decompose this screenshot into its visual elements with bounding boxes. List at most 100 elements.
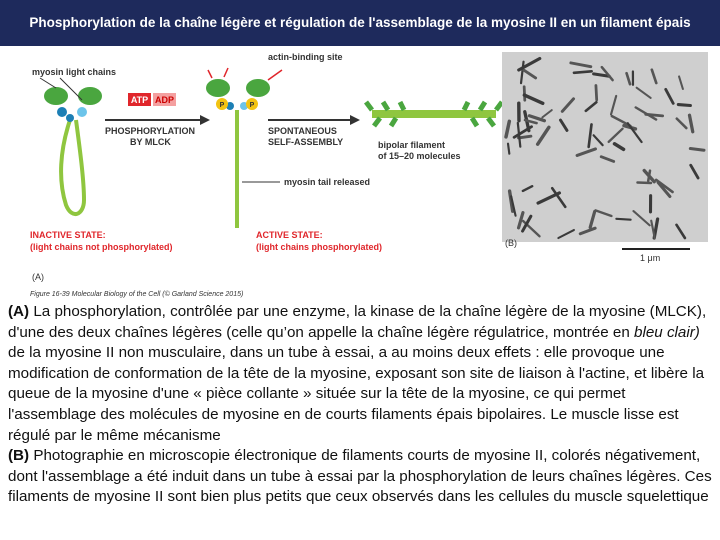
atp-label: ATP xyxy=(131,95,148,105)
filament-image xyxy=(587,123,593,149)
filament-image xyxy=(516,211,525,230)
filament-image xyxy=(678,75,684,91)
filament-image xyxy=(599,155,616,163)
panel-label: (A) xyxy=(32,272,44,282)
label: bipolar filament xyxy=(378,140,445,150)
arrowhead xyxy=(200,115,210,125)
filament-image xyxy=(635,86,652,99)
filament-image xyxy=(522,68,538,80)
filament-image xyxy=(572,69,593,75)
filament-image xyxy=(642,168,656,184)
filament-image xyxy=(676,103,692,108)
filament-image xyxy=(607,127,624,144)
filament-image xyxy=(650,68,658,85)
text: de la myosine II non musculaire, dans un… xyxy=(8,344,705,444)
filament-image xyxy=(535,125,551,146)
filament-image xyxy=(615,217,632,221)
bipolar-filament xyxy=(364,100,504,128)
filament-image xyxy=(541,109,553,119)
panel-label: (B) xyxy=(505,238,517,248)
label: PHOSPHORYLATION xyxy=(105,126,195,136)
filament-image xyxy=(664,87,675,105)
filament-image xyxy=(578,226,597,236)
paragraph: (B) Photographie en microscopie électron… xyxy=(8,446,716,508)
adp-box xyxy=(153,93,176,106)
filament-image xyxy=(527,114,546,123)
filament-image xyxy=(650,219,656,240)
arrowhead xyxy=(350,115,360,125)
label: INACTIVE STATE: xyxy=(30,230,106,240)
filament-image xyxy=(521,214,533,233)
filament-image xyxy=(636,181,653,185)
filament-image xyxy=(609,94,618,116)
filament-image xyxy=(625,71,632,86)
filament-image xyxy=(560,97,576,113)
pointer xyxy=(39,77,83,101)
filament-image xyxy=(689,163,700,180)
phosphate: P xyxy=(250,102,255,109)
filament-image xyxy=(569,61,593,69)
filament-image xyxy=(510,195,517,217)
label: SPONTANEOUS xyxy=(268,126,337,136)
adp-label: ADP xyxy=(155,95,174,105)
title-bar: Phosphorylation de la chaîne légère et r… xyxy=(0,0,720,46)
figure: ATP ADP P P myosin light chains actin-bi… xyxy=(30,52,708,298)
atp-box xyxy=(128,93,151,106)
filament-image xyxy=(644,112,665,118)
label: SELF-ASSEMBLY xyxy=(268,137,343,147)
label: (light chains not phosphorylated) xyxy=(30,242,173,252)
label: ACTIVE STATE: xyxy=(256,230,323,240)
filament-image xyxy=(519,60,525,85)
filament-image xyxy=(594,84,599,102)
inactive-myosin xyxy=(44,87,102,216)
label: myosin tail released xyxy=(284,177,370,187)
filament-image xyxy=(517,134,533,140)
filament-image xyxy=(612,142,626,152)
filament-image xyxy=(550,186,567,209)
label: (B) xyxy=(8,447,30,465)
filament-image xyxy=(592,72,611,78)
filament-image xyxy=(507,189,515,213)
filament-image xyxy=(584,100,598,113)
filament-image xyxy=(588,209,597,230)
filament-image xyxy=(687,113,695,134)
filament-image xyxy=(632,210,651,227)
filament-image xyxy=(521,185,534,193)
filament-image xyxy=(517,56,542,72)
filament-image xyxy=(654,178,674,194)
filament-image xyxy=(675,223,687,240)
filament-image xyxy=(558,118,569,132)
scale-label: 1 μm xyxy=(640,253,660,263)
filament-image xyxy=(656,181,672,198)
credit: Figure 16-39 Molecular Biology of the Ce… xyxy=(30,290,243,298)
paragraph: (A) La phosphorylation, contrôlée par un… xyxy=(8,302,716,446)
emphasis: bleu clair) xyxy=(634,323,700,341)
text: Photographie en microscopie électronique… xyxy=(8,447,712,506)
filament-image xyxy=(557,228,575,240)
filament-image xyxy=(506,142,511,155)
slide-title: Phosphorylation de la chaîne légère et r… xyxy=(29,15,691,30)
phosphate: P xyxy=(220,102,225,109)
label: (A) xyxy=(8,303,30,320)
filament-image xyxy=(594,209,613,218)
filament-image xyxy=(688,147,706,152)
label: actin-binding site xyxy=(268,52,343,62)
caption: (A) La phosphorylation, contrôlée par un… xyxy=(8,302,716,508)
label: of 15–20 molecules xyxy=(378,151,461,161)
filament-image xyxy=(522,93,545,106)
label: (light chains phosphorylated) xyxy=(256,242,382,252)
filament-image xyxy=(575,147,597,158)
burst xyxy=(207,67,283,81)
label: myosin light chains xyxy=(32,67,116,77)
filament-image xyxy=(504,119,512,139)
filament-image xyxy=(626,122,643,144)
filament-image xyxy=(592,134,604,147)
filament-image xyxy=(675,117,688,130)
filament-image xyxy=(523,118,538,125)
label: BY MLCK xyxy=(130,137,171,147)
micrograph xyxy=(502,52,708,242)
filament-image xyxy=(600,65,614,82)
text: La phosphorylation, contrôlée par une en… xyxy=(8,303,707,341)
active-myosin xyxy=(206,79,270,228)
